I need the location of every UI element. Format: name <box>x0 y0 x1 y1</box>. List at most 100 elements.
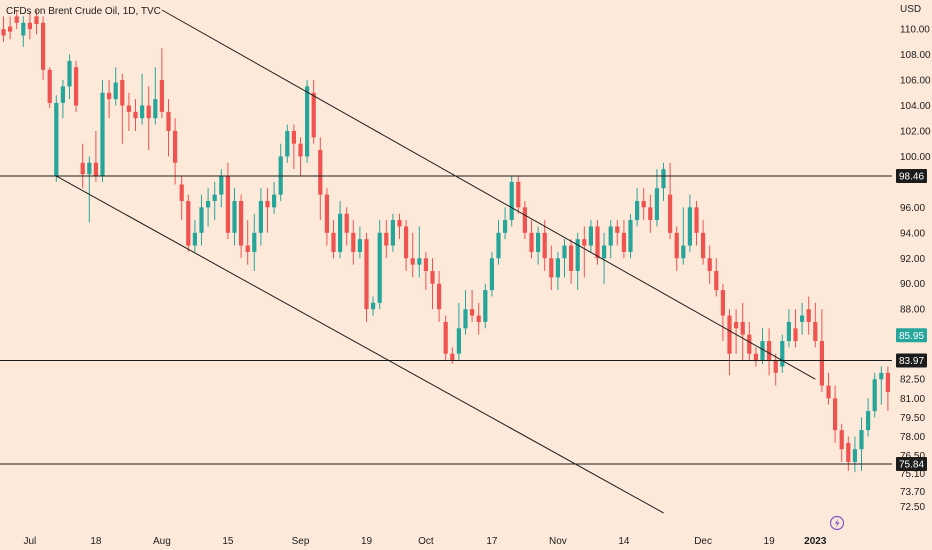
y-tick-label: 92.00 <box>900 254 925 265</box>
candle <box>694 200 699 246</box>
trend-line[interactable] <box>161 9 816 380</box>
candle <box>608 220 613 259</box>
price-badge-bg <box>896 169 927 184</box>
price-badge-mid-support: 83.97 <box>896 353 927 368</box>
candle-body <box>694 207 699 233</box>
candle-body <box>773 360 778 373</box>
candle-body <box>305 86 310 157</box>
candle <box>133 99 138 131</box>
x-tick-label: 2023 <box>804 536 827 547</box>
candle <box>21 16 26 47</box>
candle-body <box>654 188 659 221</box>
candle-body <box>1 29 6 36</box>
candle-body <box>285 130 290 157</box>
candle <box>602 232 607 284</box>
candle-body <box>707 258 712 272</box>
candle <box>27 12 32 40</box>
x-tick-label: Jul <box>24 536 37 547</box>
candle-body <box>701 232 706 259</box>
candle <box>140 73 145 125</box>
candle <box>390 213 395 252</box>
x-tick-label: Oct <box>418 536 434 547</box>
candle-body <box>470 309 475 316</box>
candle-body <box>575 239 580 272</box>
candle <box>324 188 329 246</box>
candle <box>562 239 567 278</box>
candle <box>377 220 382 310</box>
chart-title: CFDs on Brent Crude Oil, 1D, TVC <box>6 6 161 17</box>
candle-body <box>291 130 296 144</box>
candle <box>668 162 673 240</box>
candle-body <box>522 207 527 233</box>
candle-body <box>410 258 415 265</box>
candle <box>483 283 488 329</box>
candle-body <box>423 258 428 272</box>
candle-body <box>641 200 646 208</box>
candle-body <box>120 80 125 106</box>
candle-body <box>397 220 402 227</box>
candle-body <box>687 207 692 246</box>
candle-body <box>879 372 884 380</box>
candle-body <box>483 290 488 322</box>
candle <box>146 86 151 151</box>
candle-body <box>67 60 72 87</box>
candle <box>212 181 217 221</box>
y-tick-label: 72.50 <box>900 502 925 513</box>
candle-body <box>60 86 65 103</box>
candle <box>661 162 666 201</box>
candle <box>674 226 679 272</box>
time-axis[interactable]: Jul 18 Aug 15 Sep 19 Oct 17 Nov 14 Dec 19 2023 <box>24 536 827 547</box>
candle <box>648 194 653 233</box>
candle <box>344 207 349 246</box>
candle-body <box>265 200 270 208</box>
candle <box>509 175 514 227</box>
candle <box>298 137 303 176</box>
candle <box>410 232 415 278</box>
candle <box>542 220 547 272</box>
candle <box>635 188 640 227</box>
candle <box>819 309 824 392</box>
candle <box>206 188 211 227</box>
candle <box>859 417 864 471</box>
candle-body <box>298 143 303 157</box>
candle-body <box>747 334 752 354</box>
candle <box>14 10 19 30</box>
candle-body <box>859 430 864 450</box>
candle-body <box>192 232 197 246</box>
lightning-icon[interactable] <box>829 515 845 531</box>
candle-body <box>80 162 85 175</box>
candle-body <box>87 162 92 175</box>
candle-body <box>324 194 329 233</box>
price-badge-bg <box>896 353 927 368</box>
candle <box>232 188 237 246</box>
candle <box>258 188 263 246</box>
candle <box>60 80 65 119</box>
y-tick-label: 81.00 <box>900 394 925 405</box>
candle-body <box>225 175 230 233</box>
candle <box>74 60 79 112</box>
candle <box>417 226 422 278</box>
candle-body <box>826 385 831 399</box>
candle <box>47 67 52 109</box>
price-axis[interactable]: 110.00 108.00 106.00 104.00 102.00 100.00 96.0… <box>900 25 931 513</box>
candle <box>516 175 521 214</box>
y-tick-label: 88.00 <box>900 305 925 316</box>
candle <box>404 220 409 272</box>
price-badge-bg <box>896 328 927 343</box>
candle <box>569 239 574 284</box>
candle <box>8 16 13 40</box>
candle-body <box>344 213 349 233</box>
candle <box>166 99 171 157</box>
candle <box>767 328 772 376</box>
trend-line[interactable] <box>56 175 664 514</box>
candle <box>496 220 501 265</box>
candle <box>879 366 884 405</box>
candle-body <box>199 207 204 233</box>
candle-body <box>476 315 481 322</box>
candle <box>245 220 250 265</box>
candle <box>536 226 541 265</box>
candle-body <box>714 271 719 291</box>
price-badges: 98.46 85.95 83.97 75.84 <box>896 169 927 472</box>
candle <box>107 80 112 119</box>
candle <box>305 80 310 163</box>
